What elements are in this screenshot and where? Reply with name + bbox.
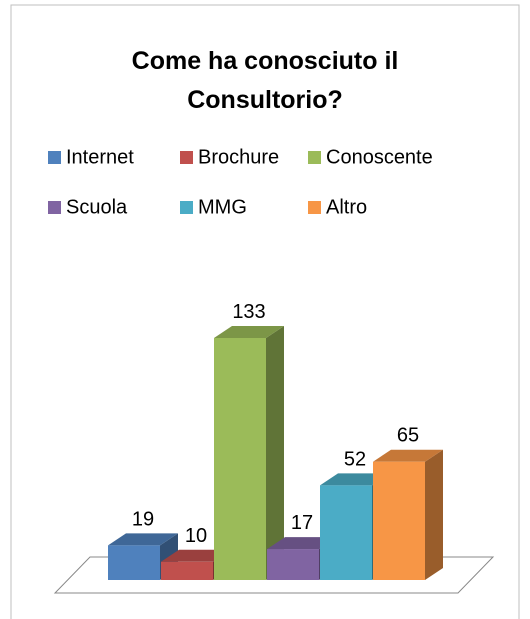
data-label: 19 bbox=[132, 508, 154, 530]
chart-title: Consultorio? bbox=[187, 86, 343, 114]
legend-swatch bbox=[48, 151, 61, 164]
legend-label: MMG bbox=[198, 196, 247, 218]
bar bbox=[373, 461, 425, 580]
chart-title: Come ha conosciuto il bbox=[132, 47, 399, 75]
data-label: 133 bbox=[232, 301, 265, 323]
bar-top bbox=[108, 533, 178, 546]
legend-label: Conoscente bbox=[326, 146, 433, 168]
legend-swatch bbox=[308, 201, 321, 214]
bar bbox=[161, 561, 213, 580]
legend-swatch bbox=[308, 151, 321, 164]
bar bbox=[320, 485, 372, 580]
legend-label: Scuola bbox=[66, 196, 128, 218]
chart-frame bbox=[10, 4, 520, 619]
bar bbox=[214, 338, 266, 580]
data-label: 52 bbox=[344, 448, 366, 470]
bar-top bbox=[320, 473, 390, 486]
legend-label: Internet bbox=[66, 146, 134, 168]
legend-swatch bbox=[180, 151, 193, 164]
legend-swatch bbox=[48, 201, 61, 214]
data-label: 65 bbox=[397, 425, 419, 447]
bar bbox=[267, 549, 319, 580]
bar-top bbox=[161, 549, 231, 562]
bar bbox=[108, 545, 160, 580]
bar-top bbox=[373, 449, 443, 462]
bar-side bbox=[266, 326, 284, 580]
legend-label: Brochure bbox=[198, 146, 279, 168]
bar-top bbox=[214, 326, 284, 338]
legend-label: Altro bbox=[326, 196, 367, 218]
data-label: 10 bbox=[185, 525, 207, 547]
data-label: 17 bbox=[291, 512, 313, 534]
bar-top bbox=[267, 537, 337, 550]
legend-swatch bbox=[180, 201, 193, 214]
bar-side bbox=[425, 449, 443, 580]
